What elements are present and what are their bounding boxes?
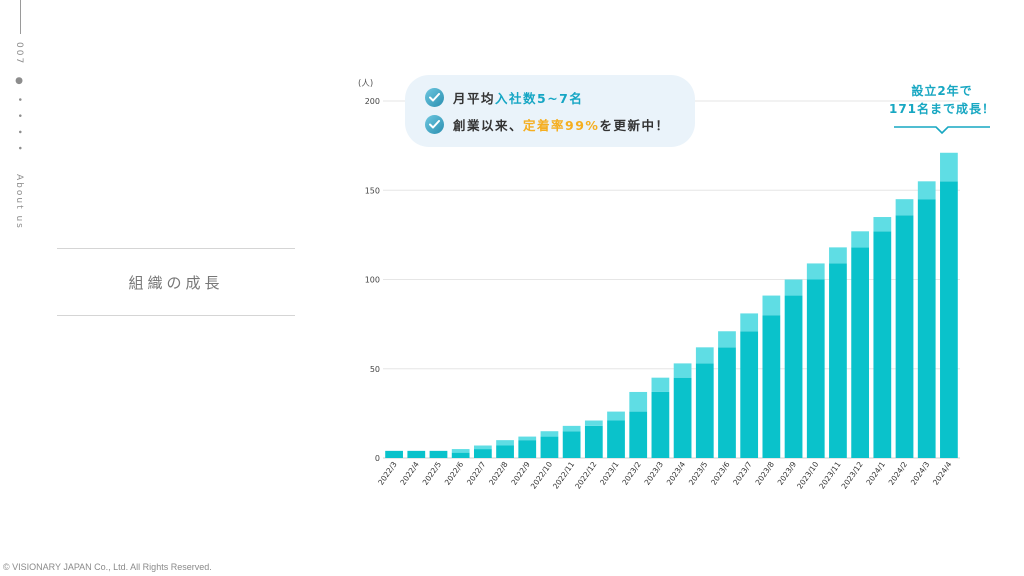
bar-base	[895, 215, 914, 458]
bar-base	[695, 363, 714, 458]
bar-top	[806, 263, 825, 280]
bar-base	[584, 425, 603, 458]
bar-base	[429, 450, 448, 458]
x-tick-label: 2023/4	[665, 460, 688, 487]
y-unit-label: (人)	[358, 79, 373, 89]
bar-top	[940, 152, 958, 182]
bar-top	[695, 347, 714, 364]
badge-line-2: 171名まで成長！	[888, 102, 996, 116]
bar-top	[629, 391, 648, 412]
x-tick-label: 2022/8	[487, 460, 510, 487]
bar-top	[451, 449, 470, 453]
bar-top	[917, 181, 936, 200]
y-tick-label: 0	[375, 454, 380, 463]
bar-top	[851, 231, 870, 248]
page-number: 007	[14, 42, 24, 66]
bar-base	[451, 452, 470, 458]
highlight-callout: 月平均入社数5~7名 創業以来、定着率99%を更新中！	[405, 75, 695, 147]
bar-base	[540, 436, 559, 458]
x-tick-label: 2022/4	[398, 460, 421, 487]
bar-top	[740, 313, 759, 332]
bar-base	[917, 199, 936, 459]
bar-base	[762, 315, 781, 458]
x-tick-label: 2023/3	[643, 460, 666, 487]
badge-line-1: 設立2年で	[911, 84, 973, 98]
bar-base	[851, 247, 870, 458]
y-tick-label: 50	[370, 365, 380, 374]
x-tick-label: 2024/4	[931, 460, 954, 487]
bar-top	[540, 431, 559, 437]
section-title-box: 組織の成長	[57, 248, 295, 316]
bar-top	[718, 331, 736, 348]
page-title: 組織の成長	[128, 273, 224, 292]
x-tick-label: 2024/1	[864, 460, 887, 487]
y-tick-label: 200	[365, 97, 380, 106]
x-tick-label: 2023/1	[598, 460, 621, 487]
bar-base	[806, 279, 825, 458]
x-tick-label: 2023/5	[687, 460, 710, 487]
bar-base	[784, 295, 803, 458]
x-tick-label: 2023/12	[840, 460, 865, 491]
bar-top	[673, 363, 692, 378]
bar-top	[473, 445, 492, 450]
bar-base	[718, 347, 736, 458]
bar-top	[562, 425, 581, 432]
bar-top	[651, 377, 670, 392]
bar-base	[940, 181, 958, 458]
x-tick-label: 2023/6	[709, 460, 732, 487]
bar-base	[473, 449, 492, 458]
bar-base	[607, 420, 625, 458]
x-tick-label: 2022/7	[465, 460, 488, 487]
x-tick-label: 2023/2	[620, 460, 643, 487]
bar-base	[518, 440, 537, 458]
bar-base	[873, 231, 892, 458]
bar-top	[873, 217, 892, 232]
growth-badge: 設立2年で 171名まで成長！	[880, 82, 1004, 135]
bar-top	[496, 440, 514, 446]
x-tick-label: 2022/9	[509, 460, 532, 487]
bar-base	[407, 450, 426, 458]
section-label: About us	[14, 173, 24, 230]
bar-base	[385, 450, 403, 458]
callout-row-1: 月平均入社数5~7名	[425, 88, 583, 107]
badge-pointer	[894, 126, 990, 135]
bar-base	[740, 331, 759, 458]
progress-dots: ● • • • •	[14, 76, 24, 155]
page-marker: 007 ● • • • • About us	[14, 42, 24, 230]
bar-base	[651, 391, 670, 458]
bar-top	[584, 420, 603, 426]
copyright: © VISIONARY JAPAN Co., Ltd. All Rights R…	[3, 562, 212, 572]
bar-top	[784, 279, 803, 296]
bar-top	[762, 295, 781, 316]
x-tick-label: 2023/9	[776, 460, 799, 487]
callout-text-1: 月平均入社数5~7名	[453, 91, 584, 106]
callout-row-2: 創業以来、定着率99%を更新中！	[425, 115, 669, 134]
page-marker-line	[20, 0, 21, 34]
bar-base	[829, 263, 847, 458]
check-icon	[425, 88, 444, 107]
y-tick-label: 100	[365, 276, 380, 285]
x-tick-label: 2022/3	[376, 460, 399, 487]
bar-base	[673, 377, 692, 458]
bar-base	[562, 431, 581, 458]
y-tick-label: 150	[365, 186, 380, 195]
bar-base	[496, 445, 514, 458]
x-tick-label: 2022/6	[443, 460, 466, 487]
check-icon	[425, 115, 444, 134]
bar-top	[829, 247, 847, 264]
bar-top	[518, 436, 537, 441]
retention-highlight: 定着率99%	[523, 118, 600, 133]
bar-base	[629, 411, 648, 458]
x-tick-label: 2022/5	[421, 460, 444, 487]
x-tick-label: 2022/12	[573, 460, 598, 491]
x-tick-label: 2023/8	[753, 460, 776, 487]
bar-top	[895, 199, 914, 216]
callout-text-2: 創業以来、定着率99%を更新中！	[453, 118, 670, 133]
hires-highlight: 入社数5~7名	[495, 91, 584, 106]
x-tick-label: 2023/7	[731, 460, 754, 487]
x-tick-label: 2024/3	[909, 460, 932, 487]
x-tick-label: 2024/2	[887, 460, 910, 487]
bar-top	[607, 411, 625, 421]
